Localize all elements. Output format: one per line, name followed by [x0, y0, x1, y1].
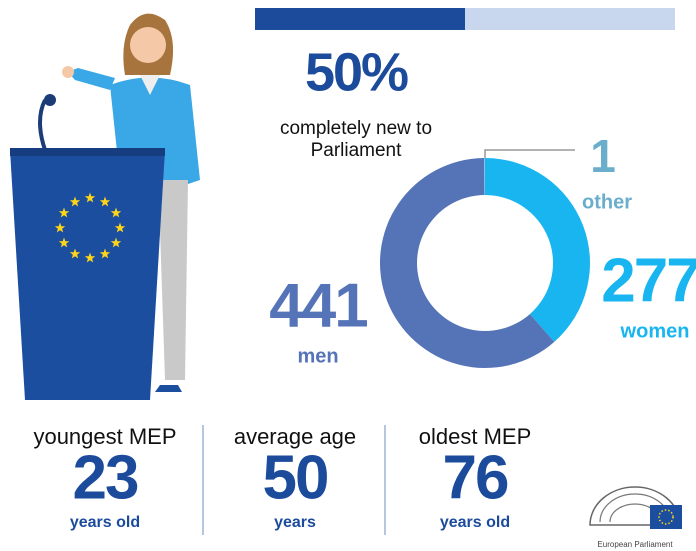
men-value: 441: [269, 271, 367, 340]
women-label: women: [620, 320, 690, 342]
progress-bar: [255, 8, 465, 30]
infographic: 50% 1 other 277 women 441 men youngest M…: [0, 0, 696, 551]
donut: [380, 158, 590, 368]
men-label: men: [297, 345, 338, 367]
leader-line: [485, 150, 575, 158]
stat-unit: years: [274, 514, 316, 531]
stat-unit: years old: [440, 514, 510, 531]
progress-caption: completely new to Parliament: [256, 118, 456, 162]
canvas: 50% 1 other 277 women 441 men youngest M…: [0, 0, 696, 551]
women-value: 277: [601, 246, 696, 315]
progress-value: 50%: [305, 42, 408, 102]
illustration: [10, 14, 200, 400]
other-label: other: [582, 191, 632, 213]
stat-value: 23: [73, 443, 138, 512]
stat-unit: years old: [70, 514, 140, 531]
other-value: 1: [590, 130, 615, 182]
stat-value: 50: [263, 443, 328, 512]
logo-text: European Parliament: [597, 540, 673, 549]
stat-value: 76: [443, 443, 508, 512]
logo: European Parliament: [590, 487, 682, 549]
donut-segment: [485, 158, 590, 342]
